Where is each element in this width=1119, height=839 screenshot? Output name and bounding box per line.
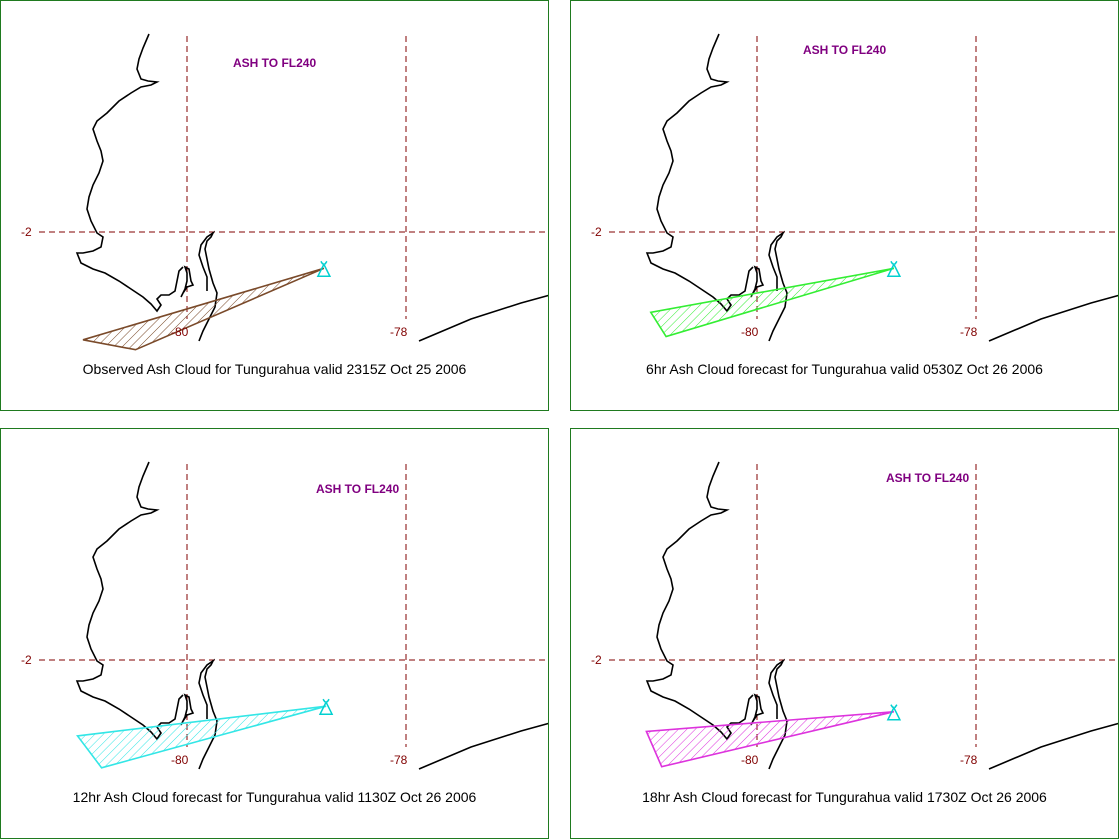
latitude-label: -2 <box>21 225 32 239</box>
ash-panel-12hr: ASH TO FL240 -2 -80 -78 12hr Ash Cloud fore… <box>0 428 549 839</box>
coast-segment <box>418 722 548 770</box>
coast-segment <box>75 33 184 313</box>
coastline <box>645 33 1118 342</box>
panel-caption: 18hr Ash Cloud forecast for Tungurahua v… <box>642 789 1047 805</box>
ash-cloud-polygon <box>76 705 327 769</box>
coast-segment <box>645 33 754 313</box>
longitude-label: -78 <box>960 325 978 339</box>
volcano-icon <box>886 704 902 721</box>
ash-level-label: ASH TO FL240 <box>233 56 316 70</box>
coast-segment <box>750 693 765 726</box>
ash-cloud-polygon <box>82 267 325 351</box>
coastline <box>75 461 548 770</box>
ash-cloud-polygon <box>645 710 895 768</box>
map: ASH TO FL240 -2 -80 -78 <box>21 33 548 351</box>
coast-segment <box>988 294 1118 342</box>
coast-segment <box>768 658 788 770</box>
volcano-icon <box>316 260 332 278</box>
coast-segment <box>768 230 788 342</box>
map: ASH TO FL240 -2 -80 -78 <box>591 33 1118 342</box>
longitude-label: -80 <box>171 325 189 339</box>
volcano-icon <box>318 698 334 715</box>
coast-segment <box>198 230 218 342</box>
ash-panel-observed: ASH TO FL240 -2 -80 -78 Observed Ash Cloud … <box>0 0 549 411</box>
coastline <box>645 461 1118 770</box>
volcano-icon <box>886 260 902 278</box>
coastline <box>75 33 548 342</box>
latitude-label: -2 <box>591 225 602 239</box>
coast-segment <box>988 722 1118 770</box>
coast-segment <box>418 294 548 342</box>
panel-caption: 6hr Ash Cloud forecast for Tungurahua va… <box>646 361 1043 377</box>
ash-panel-18hr: ASH TO FL240 -2 -80 -78 18hr Ash Cloud fore… <box>570 428 1119 839</box>
latitude-label: -2 <box>591 653 602 667</box>
ash-level-label: ASH TO FL240 <box>886 471 969 485</box>
ash-cloud-polygon <box>649 267 895 338</box>
longitude-label: -80 <box>171 753 189 767</box>
ash-panel-6hr: ASH TO FL240 -2 -80 -78 6hr Ash Cloud forec… <box>570 0 1119 411</box>
panel-caption: Observed Ash Cloud for Tungurahua valid … <box>82 361 467 377</box>
map: ASH TO FL240 -2 -80 -78 <box>591 461 1118 770</box>
map: ASH TO FL240 -2 -80 -78 <box>21 461 548 770</box>
coast-segment <box>180 265 195 298</box>
longitude-label: -78 <box>960 753 978 767</box>
latitude-label: -2 <box>21 653 32 667</box>
graticule <box>39 464 548 747</box>
longitude-label: -80 <box>741 753 759 767</box>
longitude-label: -78 <box>390 325 408 339</box>
longitude-label: -78 <box>390 753 408 767</box>
graticule <box>609 464 1118 747</box>
panel-caption: 12hr Ash Cloud forecast for Tungurahua v… <box>72 789 477 805</box>
coast-segment <box>75 461 184 741</box>
ash-level-label: ASH TO FL240 <box>316 482 399 496</box>
coast-segment <box>198 658 218 770</box>
coast-segment <box>180 693 195 726</box>
coast-segment <box>750 265 765 298</box>
longitude-label: -80 <box>741 325 759 339</box>
ash-level-label: ASH TO FL240 <box>803 43 886 57</box>
coast-segment <box>645 461 754 741</box>
